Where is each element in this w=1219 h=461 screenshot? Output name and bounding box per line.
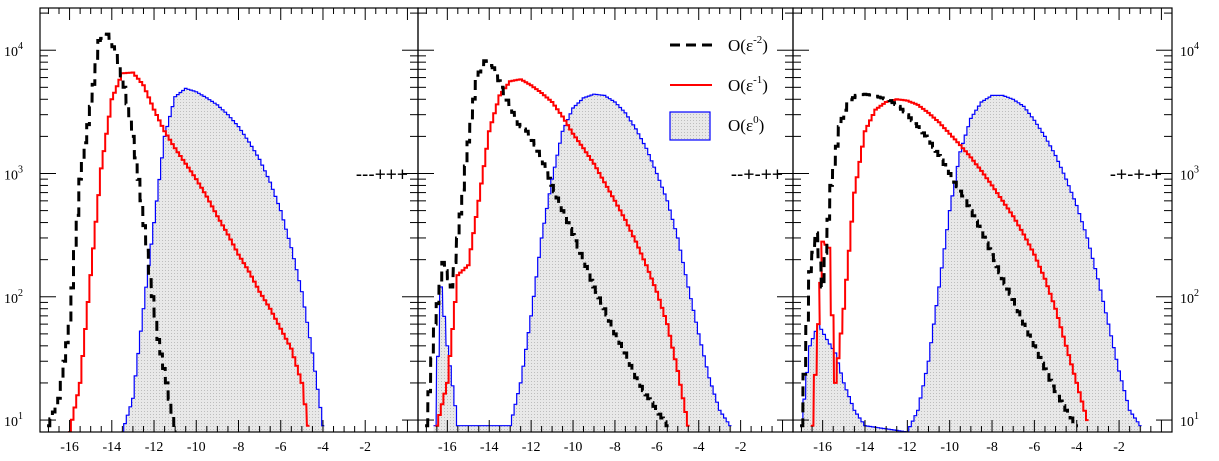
panel-3: -16 -14 -12 -10 -8 -6 -4 -2 -+-+-+ [792,7,1173,455]
x-tick-label: -4 [693,440,705,455]
x-tick-label: -6 [275,440,287,455]
legend-entry-eps1: O(ε-1) [670,74,768,95]
series-eps2-line [47,32,177,432]
panels-layer: -16 -14 -12 -10 -8 -6 -4 -2---+++-16 -14 -12 -10 -8… [4,7,1199,455]
series-eps2-line [800,92,1078,428]
legend-label-exp: -1 [753,74,762,86]
x-tick-label: -4 [317,440,329,455]
legend-label-close: ) [759,116,765,135]
x-tick-label: -10 [940,440,959,455]
series-eps0-fill [800,95,1142,432]
y-tick-label-right: 101 [1180,411,1199,430]
x-tick-label: -4 [1071,440,1083,455]
series-eps0-fill [121,88,325,432]
helicity-label: ---+++ [356,164,408,185]
x-tick-label: -10 [187,440,206,455]
y-tick-base: 10 [4,168,18,183]
x-tick-label: -2 [735,440,747,455]
panel-2: -16 -14 -12 -10 -8 -6 -4 -2--+-++ [417,7,794,455]
x-tick-label: -16 [813,440,832,455]
panel-series [800,92,1142,432]
y-tick-label-left: 102 [4,288,23,307]
y-tick-base: 10 [4,45,18,60]
series-eps1-line [810,98,1089,427]
y-tick-exp: 1 [1194,411,1199,422]
series-eps0-line [800,94,1142,432]
x-tick-label: -12 [145,440,164,455]
y-tick-label-left: 104 [4,41,23,60]
series-eps1-line [435,78,690,427]
x-tick-label: -6 [651,440,663,455]
y-tick-exp: 3 [18,164,23,175]
x-tick-label: -2 [359,440,371,455]
legend: O(ε-2)O(ε-1)O(ε0) [669,34,768,141]
y-tick-exp: 2 [1194,288,1199,299]
y-tick-base: 10 [4,292,18,307]
x-tick-label: -14 [856,440,875,455]
y-tick-label-right: 104 [1180,41,1199,60]
panel-series [425,59,732,432]
y-tick-label-right: 102 [1180,288,1199,307]
y-tick-exp: 4 [18,41,23,52]
x-tick-label: -14 [480,440,499,455]
x-tick-label: -16 [60,440,79,455]
panel-series [47,32,325,432]
legend-label-close: ) [762,36,768,55]
legend-label-exp: 0 [753,114,759,126]
series-eps0-fill [433,94,732,432]
panel-frame [792,7,1173,433]
legend-swatch [669,111,711,141]
y-tick-base: 10 [1180,168,1194,183]
legend-label-base: O(ε [728,76,753,95]
y-tick-label-left: 101 [4,411,23,430]
y-tick-label-left: 103 [4,164,23,183]
panel-1: -16 -14 -12 -10 -8 -6 -4 -2 ---+++ [39,7,419,455]
legend-label-close: ) [762,76,768,95]
y-tick-exp: 4 [1194,41,1199,52]
series-eps0-line [433,93,732,427]
x-tick-label: -8 [233,440,245,455]
x-tick-label: -8 [609,440,621,455]
y-tick-label-right: 103 [1180,164,1199,183]
series-eps2-line [425,59,669,428]
y-tick-exp: 3 [1194,164,1199,175]
series-eps0-line [121,87,325,432]
legend-label-base: O(ε [728,36,753,55]
helicity-label: --+-++ [731,164,783,185]
x-tick-label: -14 [102,440,121,455]
series-eps1-line [68,71,310,432]
legend-entry-eps0: O(ε0) [669,111,764,141]
legend-label: O(ε-2) [728,34,768,55]
x-tick-label: -8 [986,440,998,455]
y-tick-base: 10 [4,415,18,430]
x-tick-label: -2 [1113,440,1125,455]
helicity-label: -+-+-+ [1110,164,1162,185]
y-tick-exp: 1 [18,411,23,422]
legend-label: O(ε-1) [728,74,768,95]
x-tick-label: -12 [898,440,917,455]
y-tick-base: 10 [1180,415,1194,430]
legend-entry-eps2: O(ε-2) [670,34,768,55]
x-tick-label: -16 [438,440,457,455]
legend-label-exp: -2 [753,34,762,46]
x-tick-label: -10 [564,440,583,455]
x-tick-label: -12 [522,440,541,455]
x-tick-label: -6 [1029,440,1041,455]
y-tick-base: 10 [1180,45,1194,60]
legend-label-base: O(ε [728,116,753,135]
y-tick-exp: 2 [18,288,23,299]
legend-label: O(ε0) [728,114,764,135]
y-tick-base: 10 [1180,292,1194,307]
